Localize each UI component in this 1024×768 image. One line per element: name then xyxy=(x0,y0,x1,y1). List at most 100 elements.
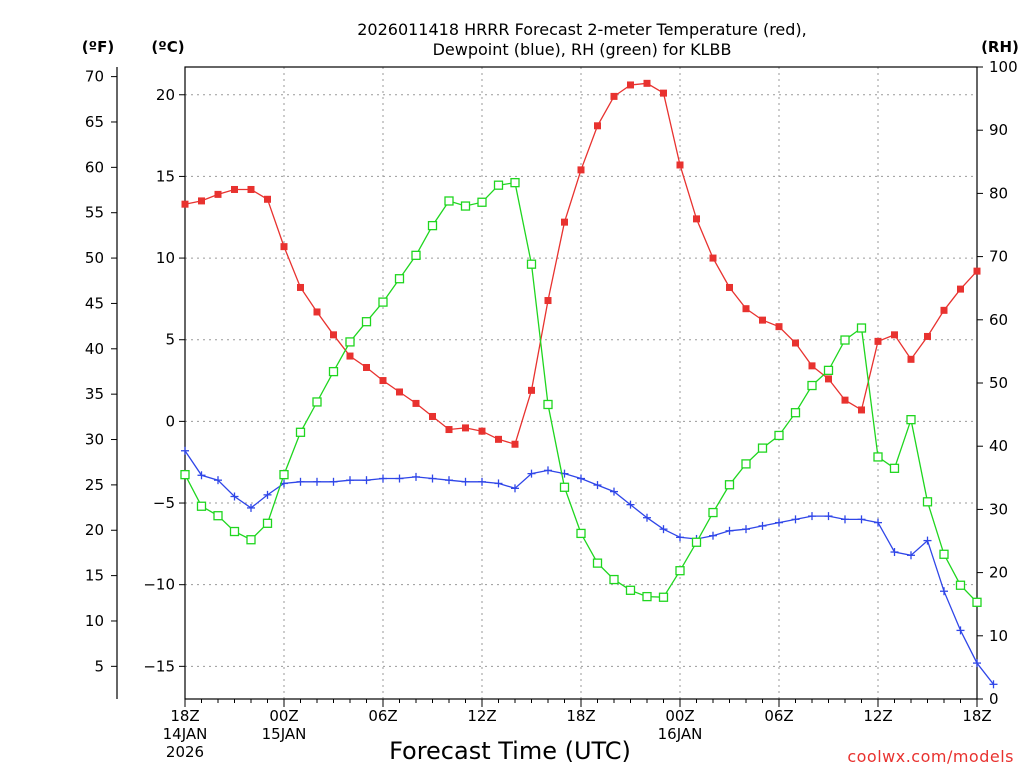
temperature-marker xyxy=(313,308,321,316)
dewpoint-series xyxy=(181,446,998,689)
celsius-tick-label: 5 xyxy=(165,331,175,349)
temperature-marker xyxy=(297,283,304,291)
dewpoint-marker xyxy=(247,503,255,512)
rh-tick-label: 30 xyxy=(989,500,1008,518)
chart-title: 2026011418 HRRR Forecast 2-meter Tempera… xyxy=(357,20,807,59)
rh-marker xyxy=(213,511,223,521)
dewpoint-marker xyxy=(874,518,882,527)
rh-marker xyxy=(295,427,306,437)
temperature-marker xyxy=(973,267,981,275)
dewpoint-marker xyxy=(527,469,536,478)
celsius-tick-label: 20 xyxy=(156,86,175,104)
temperature-marker xyxy=(330,331,337,339)
rh-series xyxy=(180,178,982,607)
temperature-marker xyxy=(594,122,601,130)
dewpoint-marker xyxy=(989,680,998,689)
dewpoint-marker xyxy=(593,481,602,490)
rh-marker xyxy=(246,535,256,545)
dewpoint-marker xyxy=(940,587,948,596)
dewpoint-marker xyxy=(263,490,272,499)
rh-marker xyxy=(345,337,355,347)
rh-marker xyxy=(526,259,537,269)
temperature-marker xyxy=(610,92,618,100)
temperature-marker xyxy=(709,254,717,262)
dewpoint-marker xyxy=(577,474,585,483)
temperature-marker xyxy=(511,440,519,448)
fahrenheit-tick-label: 5 xyxy=(94,657,104,675)
rh-marker xyxy=(196,501,207,511)
fahrenheit-tick-label: 55 xyxy=(85,204,104,222)
rh-tick-label: 10 xyxy=(989,627,1008,645)
rh-marker xyxy=(510,178,520,188)
fahrenheit-tick-label: 15 xyxy=(85,567,104,585)
temperature-marker xyxy=(544,297,552,305)
dewpoint-marker xyxy=(610,487,618,496)
rh-marker xyxy=(807,380,817,391)
temperature-marker xyxy=(841,396,849,404)
temperature-marker xyxy=(445,426,453,434)
temperature-marker xyxy=(396,388,403,396)
rh-tick-label: 40 xyxy=(989,437,1008,455)
dewpoint-marker xyxy=(659,525,668,534)
celsius-tick-label: −10 xyxy=(143,576,175,594)
rh-marker xyxy=(378,297,388,307)
temperature-marker xyxy=(495,435,502,443)
rh-marker xyxy=(460,201,471,211)
temperature-marker xyxy=(478,427,486,435)
temperature-marker xyxy=(247,185,255,193)
dewpoint-marker xyxy=(626,500,635,509)
rh-marker xyxy=(361,317,372,327)
x-tick-label: 14JAN xyxy=(163,725,208,743)
temperature-marker xyxy=(561,218,568,226)
temperature-marker xyxy=(462,424,469,432)
rh-marker xyxy=(229,526,240,537)
rh-marker xyxy=(609,574,619,585)
x-tick-label: 06Z xyxy=(764,707,793,725)
dewpoint-marker xyxy=(197,471,206,480)
temperature-marker xyxy=(676,161,684,169)
temperature-series xyxy=(181,79,981,448)
dewpoint-marker xyxy=(709,531,717,540)
dewpoint-marker xyxy=(775,518,783,527)
temperature-marker xyxy=(874,337,882,345)
rh-marker xyxy=(279,469,289,480)
temperature-marker xyxy=(528,386,535,394)
rh-marker xyxy=(823,365,834,376)
temperature-marker xyxy=(825,375,832,383)
rh-marker xyxy=(724,480,735,490)
fahrenheit-tick-label: 60 xyxy=(85,158,104,176)
rh-marker xyxy=(922,497,933,507)
rh-marker xyxy=(411,250,421,260)
temperature-marker xyxy=(660,89,667,97)
temperature-marker xyxy=(775,323,783,331)
rh-marker xyxy=(180,469,190,480)
rh-marker xyxy=(972,597,982,607)
temperature-marker xyxy=(907,355,915,363)
x-tick-label: 06Z xyxy=(368,707,397,725)
temperature-marker xyxy=(198,197,205,205)
dewpoint-marker xyxy=(956,626,965,635)
rh-marker xyxy=(477,197,487,207)
temperature-marker xyxy=(742,305,750,313)
temperature-marker xyxy=(924,332,931,340)
dewpoint-marker xyxy=(511,484,519,493)
series-layer xyxy=(180,79,998,689)
temperature-marker xyxy=(280,243,288,251)
dewpoint-marker xyxy=(676,533,684,542)
rh-tick-label: 60 xyxy=(989,311,1008,329)
rh-marker xyxy=(774,430,784,441)
fahrenheit-tick-label: 50 xyxy=(85,249,104,267)
fahrenheit-tick-label: 65 xyxy=(85,113,104,131)
celsius-tick-label: −5 xyxy=(153,494,175,512)
rh-tick-label: 0 xyxy=(989,690,999,708)
fahrenheit-tick-label: 45 xyxy=(85,294,104,312)
rh-marker xyxy=(873,452,883,462)
temperature-marker xyxy=(726,283,733,291)
dewpoint-marker xyxy=(214,476,222,485)
celsius-axis: 20 15 10 5 0 −5 −10 −15 xyxy=(143,86,185,675)
chart-title-line-2: Dewpoint (blue), RH (green) for KLBB xyxy=(433,40,732,59)
x-axis-label: Forecast Time (UTC) xyxy=(389,737,631,765)
temperature-marker xyxy=(759,316,766,324)
celsius-tick-label: 15 xyxy=(156,167,175,185)
